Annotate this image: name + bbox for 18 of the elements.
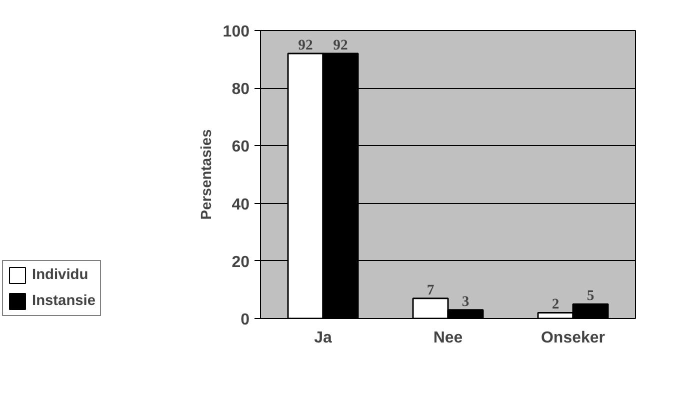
y-tick-label: 40 xyxy=(232,196,250,214)
x-tick-label: Ja xyxy=(314,330,332,346)
data-label: 7 xyxy=(426,282,434,298)
y-tick-label: 20 xyxy=(232,254,250,271)
y-axis-title: Persentasies xyxy=(198,129,215,220)
data-label: 92 xyxy=(333,38,348,54)
legend-label: Individu xyxy=(32,267,88,283)
y-tick-label: 60 xyxy=(232,138,250,156)
data-label: 3 xyxy=(462,294,470,310)
x-tick-label: Nee xyxy=(433,330,463,346)
y-tick-label: 0 xyxy=(240,312,250,328)
data-label: 2 xyxy=(552,296,560,313)
legend-label: Instansie xyxy=(32,293,96,309)
data-label: 92 xyxy=(298,38,313,54)
data-label: 5 xyxy=(586,288,594,304)
y-tick-label: 100 xyxy=(222,24,250,40)
y-tick-label: 80 xyxy=(232,81,250,98)
x-tick-label: Onseker xyxy=(540,330,606,346)
